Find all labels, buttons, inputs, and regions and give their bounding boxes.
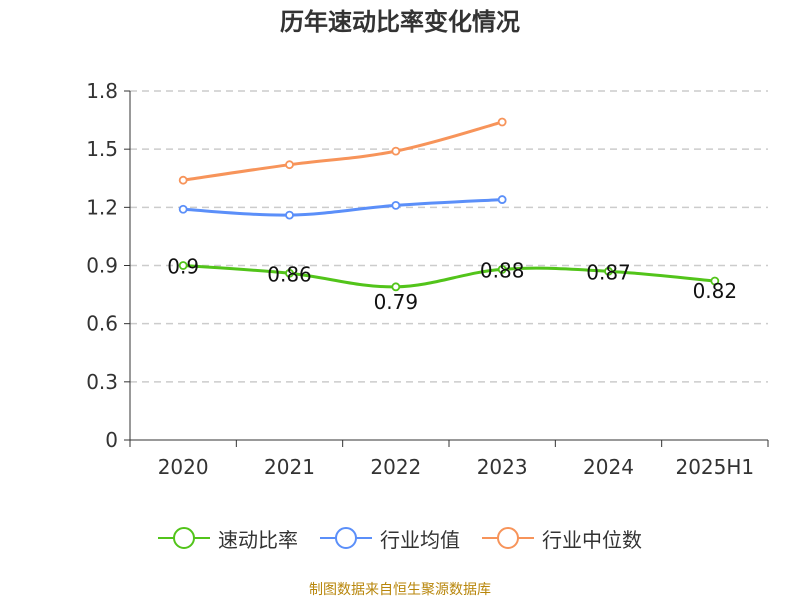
x-tick-label: 2020 [158,455,209,479]
data-point [391,200,401,210]
x-tick-label: 2022 [370,455,421,479]
legend-item[interactable]: 行业均值 [320,524,460,553]
legend-label: 速动比率 [218,527,298,552]
legend-label: 行业均值 [380,527,460,552]
series-line [183,264,715,289]
x-tick-label: 2024 [583,455,634,479]
y-tick-label: 0.9 [86,254,118,278]
x-tick-label: 2023 [477,455,528,479]
data-label: 0.79 [374,290,419,314]
series-line [183,198,503,217]
legend-marker-icon [482,526,534,550]
data-point [497,264,507,274]
data-point [178,261,188,270]
data-point [710,276,720,286]
chart-title: 历年速动比率变化情况 [280,8,520,36]
data-point [497,195,507,204]
y-tick-label: 1.8 [86,79,118,103]
y-tick-label: 0 [105,428,118,452]
data-point [285,160,294,170]
data-point [285,210,294,220]
data-point [391,146,401,156]
y-tick-label: 0.6 [86,312,118,336]
legend: 速动比率 行业均值 行业中位数 [0,518,800,558]
y-tick-label: 0.3 [86,370,118,394]
series-line [182,120,503,182]
data-label: 0.87 [586,260,631,284]
legend-marker-circle [173,527,195,549]
data-label: 0.82 [693,279,738,303]
data-label: 0.88 [480,258,525,282]
legend-item[interactable]: 行业中位数 [482,524,642,553]
legend-marker-icon [320,526,372,550]
data-point [285,268,294,278]
data-point [391,282,401,292]
x-tick-label: 2025H1 [675,455,754,479]
legend-label: 行业中位数 [542,527,642,552]
data-point [497,117,507,127]
y-tick-label: 1.2 [86,195,118,219]
legend-marker-icon [158,526,210,550]
source-note: 制图数据来自恒生聚源数据库 [309,582,491,598]
legend-marker-circle [497,527,519,549]
data-label: 0.86 [267,262,312,286]
x-tick-label: 2021 [264,455,315,479]
data-point [604,266,613,276]
data-point [178,175,188,185]
legend-item[interactable]: 速动比率 [158,524,298,553]
data-label: 0.9 [167,255,199,279]
legend-marker-circle [335,527,357,549]
data-point [178,204,188,214]
y-tick-label: 1.5 [86,137,118,161]
